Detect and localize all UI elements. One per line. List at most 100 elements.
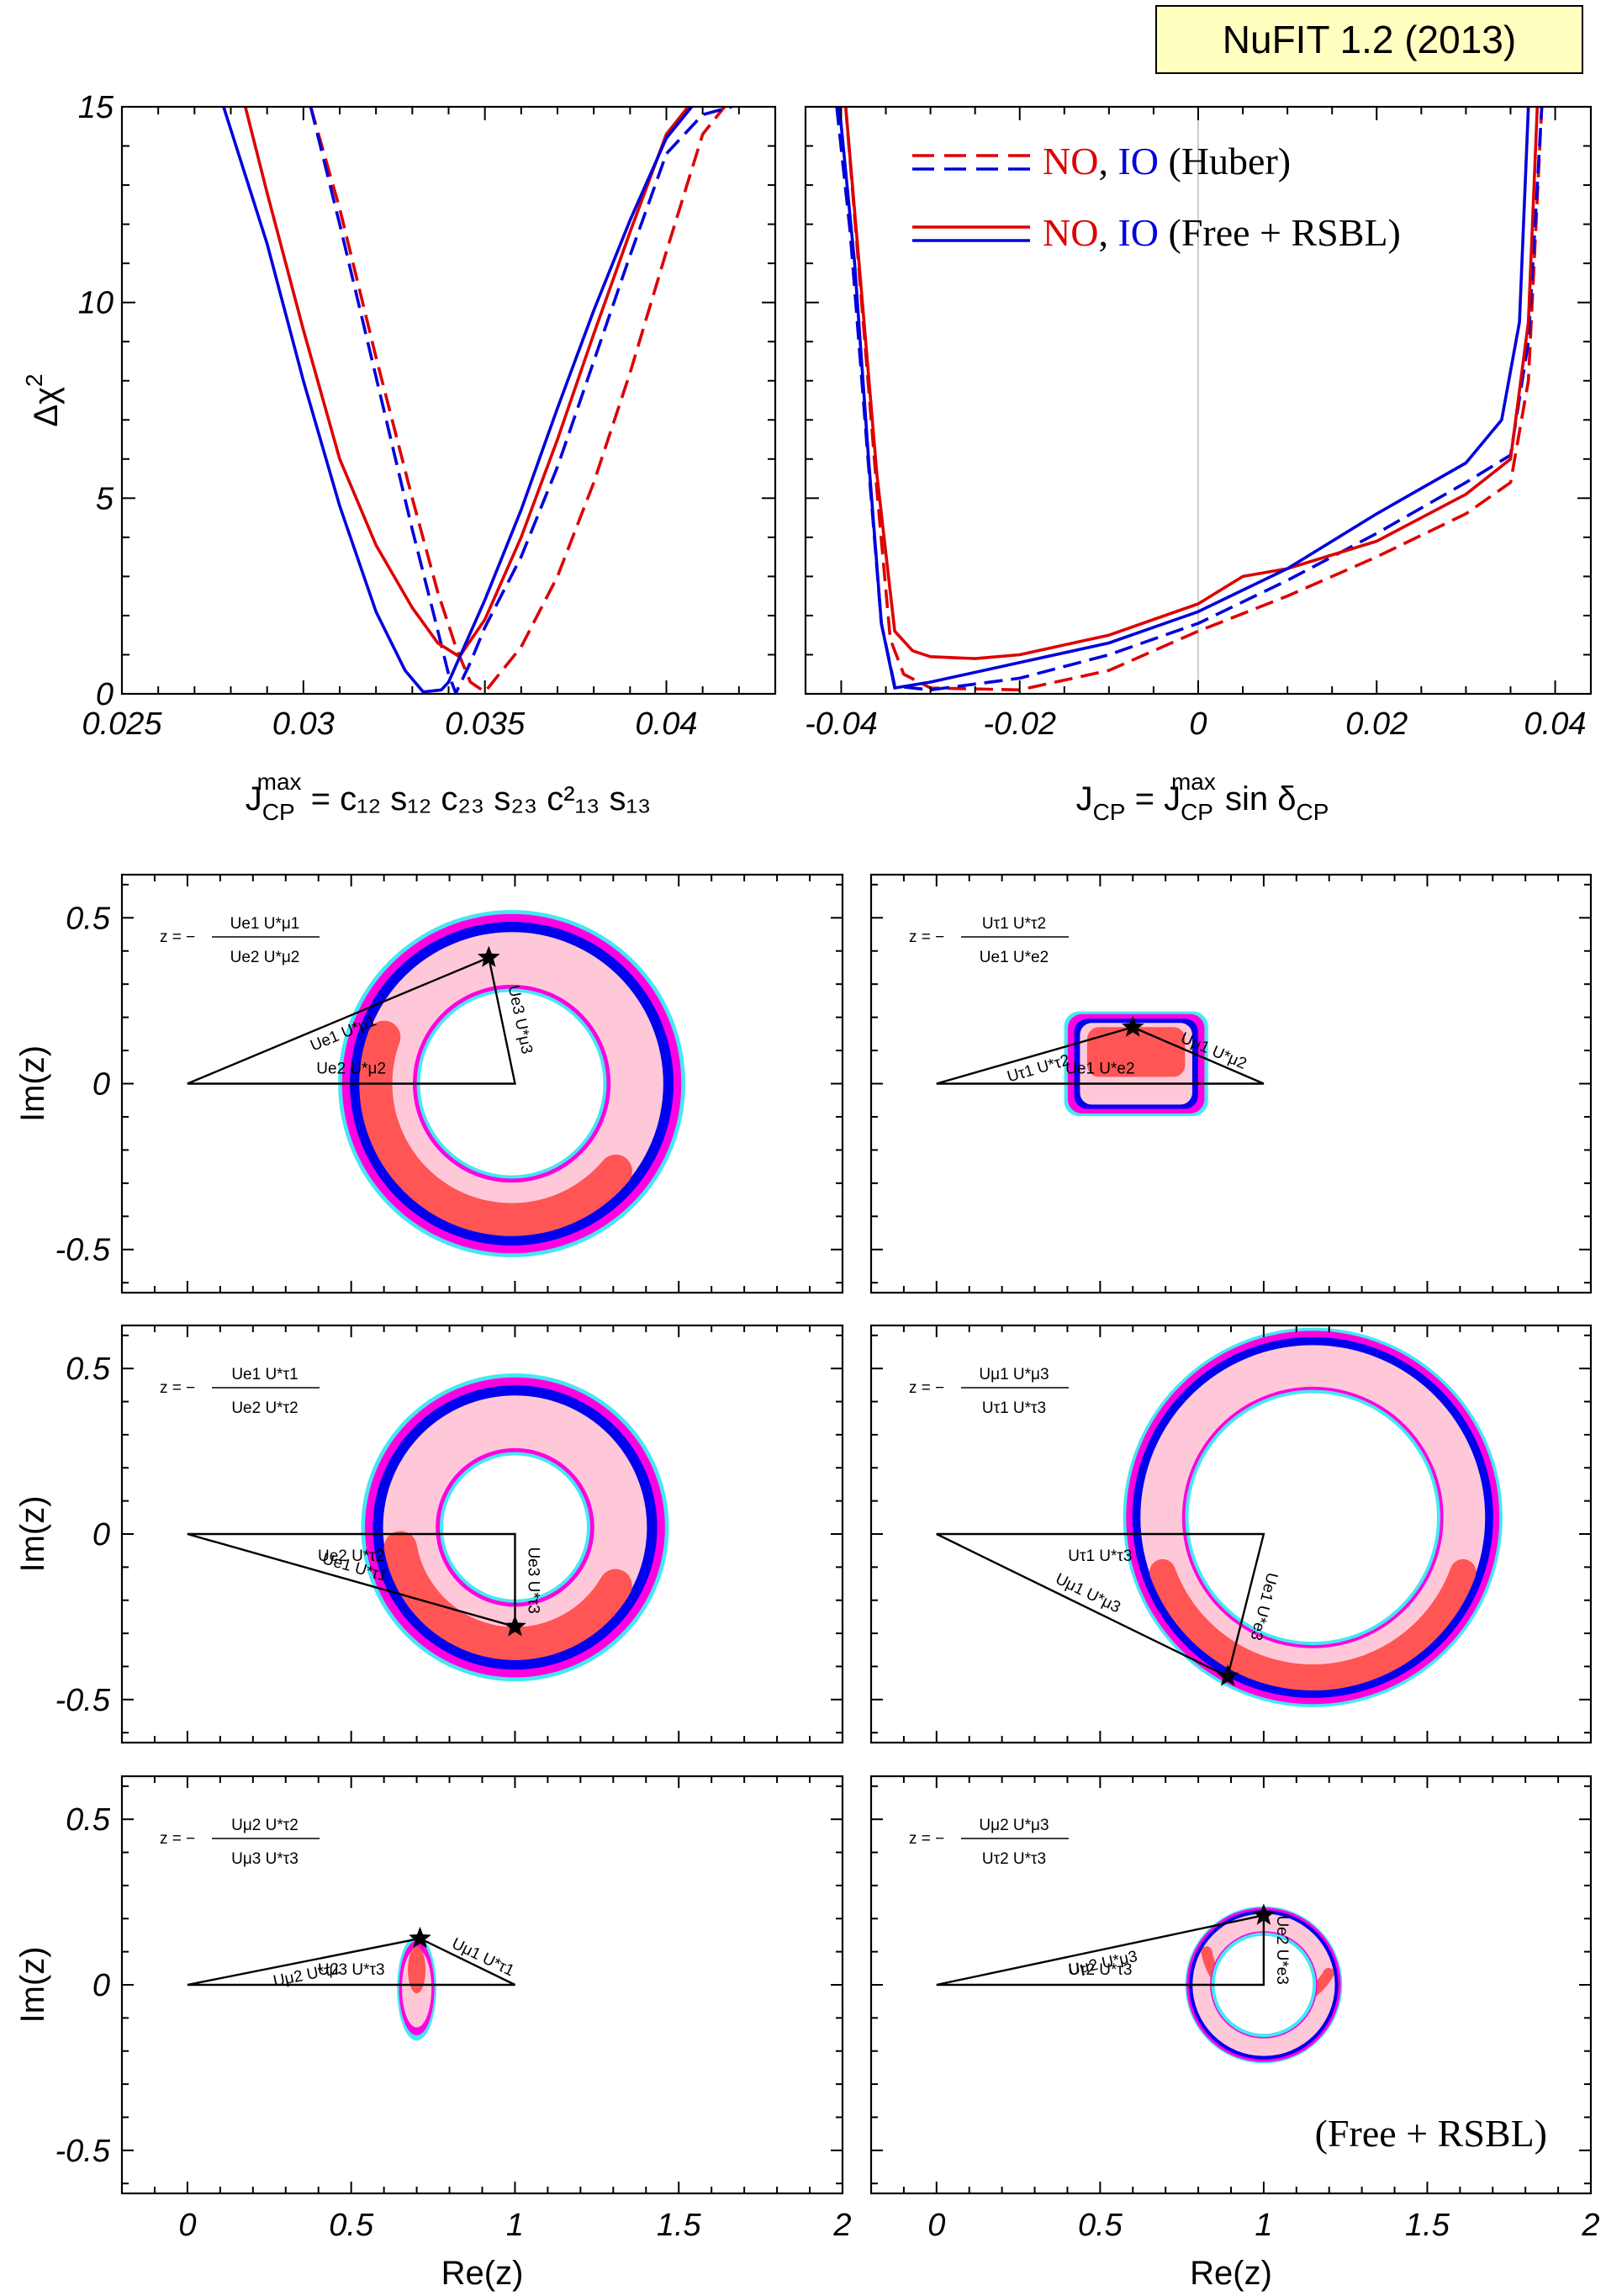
y-tick-label: 0 xyxy=(92,1067,110,1103)
best-fit-star xyxy=(409,1926,431,1949)
unitarity-triangle xyxy=(187,955,516,1085)
formula-numerator: Uμ1 U*μ3 xyxy=(979,1366,1049,1383)
x-tick-label: 0.04 xyxy=(636,706,698,742)
series-line-1 xyxy=(309,107,726,694)
side-label-b: Uμ3 U*τ3 xyxy=(318,1961,385,1979)
formula-denominator: Ue2 U*μ2 xyxy=(230,949,300,966)
series-line-4 xyxy=(222,107,694,694)
triangle-panel-6: Uμ2 U*μ3 Uτ2 U*τ3 Ue2 U*e3 0 0.5 1 1.5 2 Re(z) z … xyxy=(869,1775,1600,2292)
delta-chi2-panels: 0 5 10 15 0.025 0.03 0.035 0.04 -0.04 -0.02 0 0.02 0… xyxy=(21,90,1593,825)
legend-entry-2: NO, IO (Free + RSBL) xyxy=(1043,211,1401,254)
x-axis-label-left: JCPmax = c₁₂ s₁₂ c₂₃ s₂₃ c²₁₃ s₁₃ xyxy=(246,769,652,825)
legend: NO, IO (Huber) NO, IO (Free + RSBL) xyxy=(912,140,1401,254)
x-axis-label-right: JCP = JCPmax sin δCP xyxy=(1076,769,1329,825)
best-fit-star xyxy=(504,1615,526,1637)
y-axis-label: Im(z) xyxy=(14,1946,51,2023)
x-tick-label: 0 xyxy=(1189,706,1207,742)
delta-chi2-panel-2: -0.04 -0.02 0 0.02 0.04 xyxy=(804,105,1593,742)
y-tick-label: 0 xyxy=(96,677,114,712)
y-axis-label: Im(z) xyxy=(14,1495,51,1572)
unitarity-triangle xyxy=(187,1937,516,1987)
side-label-b: Uτ1 U*τ3 xyxy=(1068,1547,1132,1565)
x-tick-label: 2 xyxy=(1581,2208,1599,2243)
series-line-1 xyxy=(844,107,1544,692)
formula-lhs: z = − xyxy=(909,1830,944,1848)
x-tick-label: 1.5 xyxy=(657,2208,702,2243)
x-tick-label: 0 xyxy=(178,2208,196,2243)
x-tick-label: 2 xyxy=(832,2208,851,2243)
side-label-c: Ue2 U*e3 xyxy=(1273,1915,1291,1984)
best-fit-star xyxy=(1122,1015,1144,1037)
formula-numerator: Uμ2 U*μ3 xyxy=(979,1817,1049,1834)
legend-entry-1: NO, IO (Huber) xyxy=(1043,140,1291,183)
y-tick-label: 0.5 xyxy=(66,1802,111,1838)
best-fit-star xyxy=(478,945,500,967)
series-line-3 xyxy=(244,107,689,659)
series-line-2 xyxy=(309,107,732,694)
formula-lhs: z = − xyxy=(160,928,195,946)
x-tick-label: 0.035 xyxy=(445,706,526,742)
x-tick-label: 0.04 xyxy=(1524,706,1587,742)
x-tick-label: 0.03 xyxy=(272,706,335,742)
x-axis-label: Re(z) xyxy=(441,2255,524,2292)
series-line-2 xyxy=(835,107,1544,692)
triangle-panel-3: Ue1 U*τ1 Ue2 U*τ2 Ue3 U*τ3 -0.5 0 0.5 Im(z) z =… xyxy=(14,1324,844,1744)
plot-frame xyxy=(120,105,777,696)
region-best xyxy=(359,1020,632,1236)
side-label-b: Ue1 U*e2 xyxy=(1065,1061,1134,1078)
y-tick-label: 0.5 xyxy=(66,901,111,936)
unitarity-triangle xyxy=(187,1532,516,1628)
formula-denominator: Ue2 U*τ2 xyxy=(231,1399,298,1417)
series-line-4 xyxy=(837,107,1530,690)
delta-chi2-panel-1: 0 5 10 15 0.025 0.03 0.035 0.04 xyxy=(78,90,777,742)
y-tick-label: 0 xyxy=(92,1968,110,2003)
formula-numerator: Ue1 U*μ1 xyxy=(230,915,300,933)
region-best xyxy=(408,1946,426,1994)
y-tick-label: 5 xyxy=(96,481,114,516)
x-tick-label: -0.04 xyxy=(805,706,878,742)
y-tick-label: 0 xyxy=(92,1517,110,1553)
side-label-b: Ue2 U*τ2 xyxy=(318,1547,384,1565)
x-tick-label: 0.5 xyxy=(329,2208,374,2243)
y-tick-label: 15 xyxy=(78,90,114,125)
formula-denominator: Uτ1 U*τ3 xyxy=(982,1399,1046,1417)
side-label-a: Uτ1 U*τ2 xyxy=(1006,1051,1072,1086)
y-tick-label: -0.5 xyxy=(55,1233,111,1268)
y-tick-label: 0.5 xyxy=(66,1352,111,1387)
x-tick-label: 0.5 xyxy=(1078,2208,1123,2243)
side-label-b: Uτ2 U*τ3 xyxy=(1068,1961,1132,1979)
region-hole xyxy=(442,1455,588,1600)
x-tick-label: 0.025 xyxy=(82,706,162,742)
y-axis-label: Im(z) xyxy=(14,1045,51,1122)
formula-numerator: Ue1 U*τ1 xyxy=(231,1366,298,1383)
formula-denominator: Uτ2 U*τ3 xyxy=(982,1850,1046,1868)
series-group xyxy=(835,107,1544,692)
version-badge: NuFIT 1.2 (2013) xyxy=(1155,5,1583,74)
x-tick-label: 0 xyxy=(927,2208,945,2243)
y-tick-label: -0.5 xyxy=(55,2134,111,2169)
region-best xyxy=(1149,1558,1477,1690)
side-label-b: Ue2 U*μ2 xyxy=(316,1061,386,1078)
formula-lhs: z = − xyxy=(160,1830,195,1848)
side-label-a: Uμ1 U*μ3 xyxy=(1053,1570,1123,1616)
formula-lhs: z = − xyxy=(160,1379,195,1397)
formula-numerator: Uτ1 U*τ2 xyxy=(982,915,1046,933)
best-fit-star xyxy=(1252,1903,1276,1925)
x-axis-label: Re(z) xyxy=(1190,2255,1272,2292)
y-tick-label: 10 xyxy=(78,286,114,321)
formula-denominator: Ue1 U*e2 xyxy=(980,949,1049,966)
version-badge-text: NuFIT 1.2 (2013) xyxy=(1222,18,1517,61)
x-tick-label: 1 xyxy=(506,2208,524,2243)
x-tick-label: 0.02 xyxy=(1345,706,1408,742)
region-hole xyxy=(1188,1393,1438,1643)
x-tick-label: 1.5 xyxy=(1405,2208,1450,2243)
